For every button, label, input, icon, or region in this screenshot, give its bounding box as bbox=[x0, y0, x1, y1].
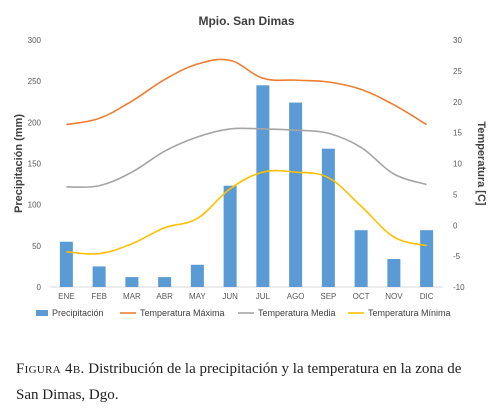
figure-label: Figura 4b. bbox=[16, 361, 85, 377]
x-tick-label: OCT bbox=[353, 292, 370, 301]
y-right-tick-label: 10 bbox=[453, 160, 462, 169]
temperature-min-line bbox=[66, 169, 427, 255]
y-left-axis-title: Precipitación (mm) bbox=[13, 114, 25, 213]
x-tick-label: JUN bbox=[222, 292, 238, 301]
precipitation-bar bbox=[190, 264, 204, 287]
chart-title: Mpio. San Dimas bbox=[198, 14, 294, 28]
legend-swatch-precipitation bbox=[36, 310, 48, 316]
y-right-tick-label: 25 bbox=[453, 67, 462, 76]
y-left-tick-label: 200 bbox=[28, 118, 42, 127]
precipitation-bar bbox=[125, 277, 139, 287]
precipitation-bar bbox=[158, 277, 172, 287]
x-tick-label: NOV bbox=[385, 292, 403, 301]
temperature-max-line bbox=[66, 58, 428, 126]
y-right-tick-label: 0 bbox=[453, 221, 458, 230]
y-left-tick-label: 150 bbox=[28, 160, 42, 169]
legend-label: Temperatura Media bbox=[258, 308, 336, 318]
y-left-tick-label: 300 bbox=[28, 36, 42, 45]
y-right-tick-label: 15 bbox=[453, 129, 462, 138]
precipitation-bar bbox=[256, 85, 270, 288]
y-right-axis-title: Temperatura [C] bbox=[475, 121, 487, 205]
legend-label: Precipitación bbox=[52, 308, 104, 318]
x-tick-label: MAR bbox=[123, 292, 141, 301]
y-left-tick-label: 100 bbox=[28, 201, 42, 210]
precipitation-bar bbox=[387, 259, 401, 287]
x-tick-label: FEB bbox=[91, 292, 107, 301]
y-left-tick-label: 0 bbox=[37, 283, 42, 292]
precipitation-bar bbox=[354, 230, 368, 287]
y-right-tick-label: 5 bbox=[453, 190, 458, 199]
x-tick-label: JUL bbox=[256, 292, 271, 301]
y-right-tick-label: 30 bbox=[453, 36, 462, 45]
climate-chart: Mpio. San Dimas 050100150200250300Precip… bbox=[13, 14, 487, 318]
legend-label: Temperatura Mínima bbox=[368, 308, 451, 318]
figure-caption: Figura 4b. Distribución de la precipitac… bbox=[16, 356, 486, 408]
temperature-mean-line bbox=[66, 127, 427, 189]
y-right-tick-label: -5 bbox=[453, 252, 461, 261]
x-tick-label: SEP bbox=[320, 292, 336, 301]
y-right-tick-label: 20 bbox=[453, 98, 462, 107]
y-left-tick-label: 50 bbox=[32, 242, 41, 251]
x-tick-label: AGO bbox=[287, 292, 305, 301]
precipitation-bar bbox=[321, 148, 335, 287]
legend-label: Temperatura Máxima bbox=[140, 308, 225, 318]
x-tick-label: DIC bbox=[420, 292, 434, 301]
y-right-tick-label: -10 bbox=[453, 283, 465, 292]
precipitation-bar bbox=[223, 185, 237, 287]
precipitation-bar bbox=[92, 266, 106, 287]
precipitation-bar bbox=[420, 230, 434, 287]
y-left-tick-label: 250 bbox=[28, 77, 42, 86]
x-tick-label: ABR bbox=[156, 292, 173, 301]
precipitation-bar bbox=[59, 241, 73, 287]
x-tick-label: ENE bbox=[58, 292, 74, 301]
precipitation-bar bbox=[289, 102, 303, 287]
x-tick-label: MAY bbox=[189, 292, 206, 301]
chart-area: Mpio. San Dimas 0 50 100 150 200 250 300 Precip… bbox=[13, 14, 487, 318]
figure-caption-text: Distribución de la precipitación y la te… bbox=[16, 361, 462, 403]
